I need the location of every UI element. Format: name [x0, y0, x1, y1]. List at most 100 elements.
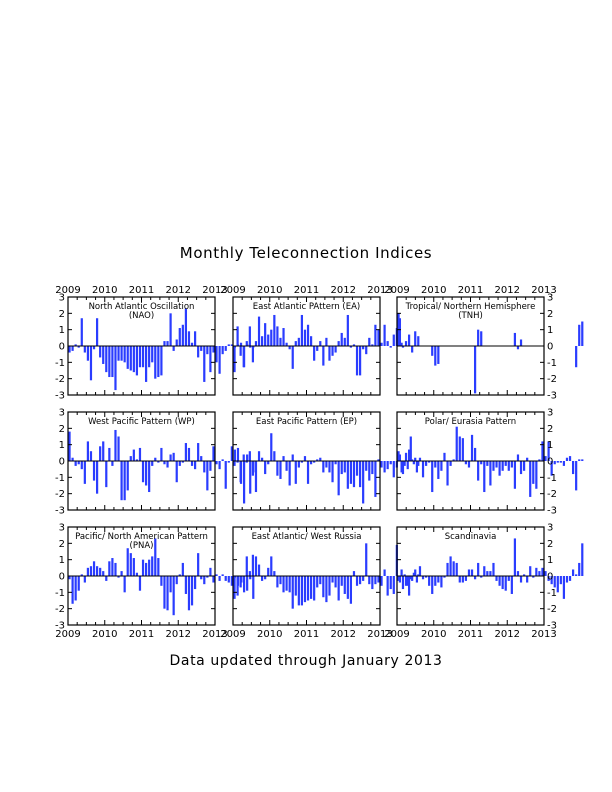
- index-bar: [285, 461, 288, 471]
- index-bar: [169, 313, 172, 346]
- index-bar: [473, 447, 477, 461]
- index-bar: [501, 461, 504, 471]
- index-bar: [270, 556, 273, 576]
- index-bar: [144, 562, 148, 576]
- index-bar: [108, 346, 111, 378]
- index-bar: [181, 562, 184, 576]
- y-tick-label: -3: [547, 506, 557, 517]
- index-bar: [386, 461, 389, 470]
- index-bar: [522, 461, 526, 471]
- index-bar: [306, 576, 310, 601]
- index-bar: [377, 459, 380, 461]
- index-bar: [455, 562, 458, 576]
- index-bar: [74, 461, 77, 466]
- index-bar: [181, 324, 184, 346]
- index-bar: [151, 461, 154, 466]
- y-tick-label: 3: [59, 523, 65, 534]
- y-tick-label: 3: [59, 408, 65, 419]
- index-bar: [371, 344, 374, 346]
- panel-title: West Pacific Pattern (WP): [88, 417, 195, 427]
- index-bar: [218, 461, 221, 470]
- x-tick-label: 2012: [495, 285, 520, 296]
- index-bar: [480, 331, 483, 346]
- index-bar: [126, 548, 129, 576]
- index-bar: [303, 576, 307, 603]
- index-bar: [178, 461, 181, 466]
- index-bar: [452, 459, 455, 461]
- y-tick-label: -3: [55, 621, 65, 632]
- chart-panel-9: 3 2 1 0 -1 -2 -3 2009 2010 2011 2012 2013 Scandinavi…: [384, 523, 584, 640]
- index-bar: [200, 346, 203, 351]
- index-bar: [270, 433, 273, 461]
- index-bar: [553, 461, 556, 465]
- index-bar: [498, 576, 501, 586]
- y-tick-label: -1: [547, 473, 557, 484]
- index-bar: [355, 461, 359, 476]
- index-bar: [404, 452, 408, 461]
- index-bar: [477, 562, 480, 576]
- index-bar: [123, 576, 126, 593]
- index-bar: [519, 339, 523, 346]
- y-tick-label: 3: [547, 523, 553, 534]
- index-bar: [89, 566, 93, 576]
- index-bar: [421, 576, 425, 580]
- index-bar: [233, 449, 237, 461]
- index-bar: [117, 576, 120, 578]
- x-tick-label: 2011: [458, 285, 483, 296]
- index-bar: [541, 567, 544, 576]
- index-bar: [230, 446, 233, 461]
- index-bar: [190, 342, 194, 346]
- index-bar: [260, 336, 264, 346]
- index-bar: [397, 451, 400, 461]
- index-bar: [461, 438, 464, 461]
- index-bar: [163, 576, 166, 609]
- index-bar: [236, 326, 239, 346]
- index-bar: [467, 461, 471, 468]
- index-bar: [309, 576, 313, 599]
- index-bar: [160, 346, 163, 376]
- index-bar: [437, 576, 440, 583]
- index-bar: [297, 461, 300, 468]
- index-bar: [163, 461, 166, 465]
- index-bar: [544, 456, 547, 461]
- chart-panel-6: 3 2 1 0 -1 -2 -3 Polar/ Eurasia Pattern: [396, 408, 584, 517]
- index-bar: [383, 324, 386, 346]
- index-bar: [267, 461, 270, 465]
- index-bar: [544, 571, 547, 576]
- index-bar: [362, 461, 365, 504]
- x-tick-label: 2011: [294, 629, 319, 640]
- index-bar: [458, 576, 461, 583]
- y-tick-label: 3: [547, 293, 553, 304]
- y-tick-label: -2: [55, 489, 65, 500]
- index-bar: [421, 461, 425, 478]
- chart-panel-8: 2009 2010 2011 2012 2013 East Atlantic/ West …: [220, 526, 420, 640]
- index-bar: [248, 451, 251, 461]
- index-bar: [358, 461, 362, 488]
- index-bar: [267, 334, 270, 346]
- index-bar: [417, 336, 420, 346]
- index-bar: [203, 461, 206, 473]
- index-bar: [346, 314, 349, 346]
- index-bar: [406, 576, 409, 586]
- index-bar: [215, 461, 218, 465]
- index-bar: [313, 346, 316, 361]
- index-bar: [92, 461, 96, 481]
- index-bar: [407, 576, 411, 596]
- index-bar: [157, 346, 160, 378]
- index-bar: [386, 576, 389, 596]
- index-bar: [519, 461, 523, 475]
- index-bar: [343, 576, 346, 594]
- x-tick-label: 2009: [55, 629, 80, 640]
- index-bar: [184, 576, 188, 594]
- index-bar: [233, 576, 236, 599]
- index-bar: [99, 567, 102, 576]
- index-bar: [352, 461, 356, 488]
- update-note: Data updated through January 2013: [169, 653, 443, 669]
- index-bar: [129, 456, 132, 461]
- index-bar: [389, 576, 392, 590]
- index-bar: [233, 346, 236, 373]
- index-bar: [401, 576, 405, 590]
- index-bar: [519, 576, 523, 583]
- y-tick-label: 0: [547, 457, 553, 468]
